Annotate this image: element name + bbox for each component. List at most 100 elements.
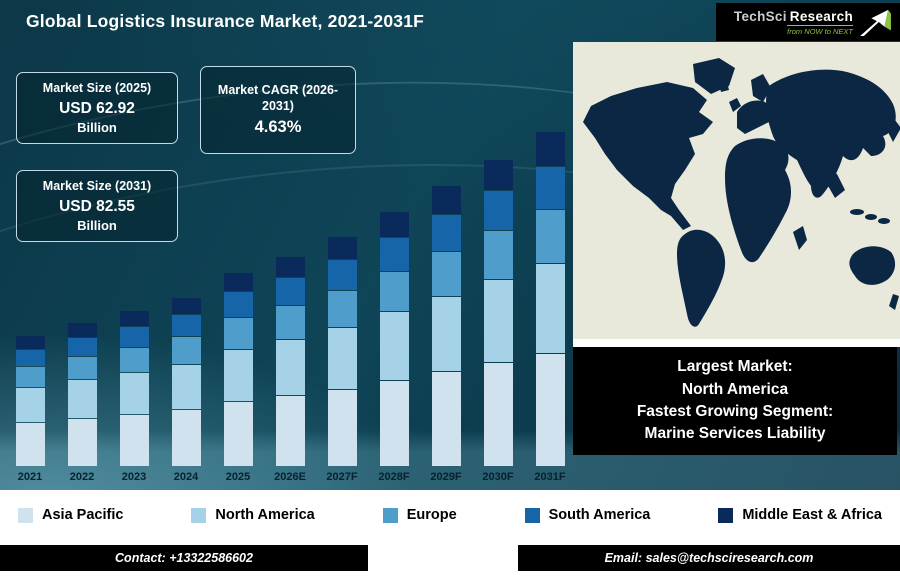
bar-segment-asia-pacific xyxy=(223,401,253,466)
stat-market-size-2025: Market Size (2025) USD 62.92 Billion xyxy=(16,72,178,144)
legend-swatch xyxy=(191,507,207,523)
bar-segment-south-america xyxy=(535,166,565,210)
stat-market-size-2031: Market Size (2031) USD 82.55 Billion xyxy=(16,170,178,242)
bar-stack xyxy=(67,323,97,466)
legend-item-middle-east-africa: Middle East & Africa xyxy=(718,507,882,523)
bar-segment-north-america xyxy=(535,263,565,353)
note-line: Marine Services Liability xyxy=(644,425,826,443)
bar-stack xyxy=(483,159,513,466)
bar-label: 2023 xyxy=(121,471,147,483)
bar-segment-south-america xyxy=(431,214,461,251)
bar-segment-europe xyxy=(67,357,97,380)
bar-column: 2028F xyxy=(376,211,412,484)
legend-item-south-america: South America xyxy=(524,507,651,523)
bar-label: 2021 xyxy=(17,471,43,483)
note-line: Largest Market: xyxy=(677,358,793,376)
chart-stage: Global Logistics Insurance Market, 2021-… xyxy=(0,0,900,490)
stat-label: Market Size (2031) xyxy=(42,178,152,193)
bar-segment-asia-pacific xyxy=(483,363,513,466)
bar-segment-south-america xyxy=(67,338,97,357)
bar-column: 2024 xyxy=(168,297,204,484)
contact-box: Contact: +13322586602 xyxy=(0,545,368,571)
bar-segment-south-america xyxy=(275,278,305,306)
bar-segment-europe xyxy=(275,306,305,339)
legend-label: Asia Pacific xyxy=(42,507,124,523)
legend-label: South America xyxy=(548,507,651,523)
bar-segment-middle-east-africa xyxy=(119,311,149,327)
stat-unit: Billion xyxy=(77,218,117,234)
bar-stack xyxy=(171,297,201,466)
bar-segment-south-america xyxy=(379,237,409,271)
bar-label: 2028F xyxy=(378,471,410,483)
logo-brand-research: Research xyxy=(789,8,853,24)
bar-segment-north-america xyxy=(223,349,253,401)
stat-market-cagr: Market CAGR (2026-2031) 4.63% xyxy=(200,66,356,154)
bar-segment-asia-pacific xyxy=(15,423,45,466)
legend-label: Middle East & Africa xyxy=(742,507,882,523)
bar-segment-europe xyxy=(379,271,409,312)
bar-segment-middle-east-africa xyxy=(223,272,253,292)
bar-column: 2021 xyxy=(12,336,48,484)
bar-column: 2026E xyxy=(272,256,308,484)
bar-segment-europe xyxy=(431,251,461,296)
bar-segment-asia-pacific xyxy=(119,414,149,466)
bar-column: 2030F xyxy=(480,159,516,484)
bar-segment-north-america xyxy=(275,339,305,396)
bar-segment-south-america xyxy=(327,260,357,290)
bar-segment-south-america xyxy=(483,190,513,230)
legend-swatch xyxy=(18,507,33,523)
email-box: Email: sales@techsciresearch.com xyxy=(518,545,900,571)
bar-segment-middle-east-africa xyxy=(15,336,45,349)
bar-segment-middle-east-africa xyxy=(171,297,201,315)
bar-segment-middle-east-africa xyxy=(431,186,461,214)
bar-stack xyxy=(535,132,565,466)
bar-segment-middle-east-africa xyxy=(275,256,305,278)
bar-segment-asia-pacific xyxy=(171,410,201,466)
legend-label: Europe xyxy=(406,507,457,523)
bar-segment-middle-east-africa xyxy=(67,323,97,338)
logo-text: TechSci Research from NOW to NEXT xyxy=(734,9,853,36)
legend-swatch xyxy=(524,507,540,523)
bar-segment-middle-east-africa xyxy=(327,236,357,260)
bar-segment-north-america xyxy=(379,312,409,380)
stat-unit: Billion xyxy=(77,120,117,136)
logo-brand-tech: TechSci xyxy=(733,8,787,24)
bar-segment-asia-pacific xyxy=(379,381,409,466)
bar-segment-middle-east-africa xyxy=(535,132,565,166)
footer: Contact: +13322586602 Email: sales@techs… xyxy=(0,540,900,576)
legend-label: North America xyxy=(215,507,315,523)
legend-swatch xyxy=(718,507,734,523)
map-frame-gap xyxy=(573,339,900,347)
world-map-image xyxy=(573,42,900,339)
bar-segment-europe xyxy=(171,337,201,364)
bar-segment-europe xyxy=(15,367,45,388)
bar-segment-north-america xyxy=(327,327,357,389)
bar-segment-south-america xyxy=(15,349,45,367)
bar-stack xyxy=(379,211,409,466)
stat-value: USD 82.55 xyxy=(59,198,135,216)
bar-segment-middle-east-africa xyxy=(379,211,409,237)
bar-segment-north-america xyxy=(119,373,149,414)
bar-segment-asia-pacific xyxy=(327,389,357,466)
legend-item-north-america: North America xyxy=(191,507,315,523)
bar-column: 2022 xyxy=(64,323,100,484)
bar-segment-asia-pacific xyxy=(535,353,565,466)
bar-segment-europe xyxy=(223,318,253,349)
legend: Asia Pacific North America Europe South Ame… xyxy=(0,490,900,540)
bar-segment-north-america xyxy=(431,296,461,372)
stat-label: Market Size (2025) xyxy=(42,80,152,95)
email-text: Email: sales@techsciresearch.com xyxy=(604,551,814,565)
bar-column: 2029F xyxy=(428,186,464,484)
legend-swatch xyxy=(382,507,398,523)
contact-text: Contact: +13322586602 xyxy=(115,551,253,565)
bar-column: 2025 xyxy=(220,272,256,484)
page-title: Global Logistics Insurance Market, 2021-… xyxy=(26,11,425,31)
bar-stack xyxy=(15,336,45,466)
bar-label: 2022 xyxy=(69,471,95,483)
world-map xyxy=(573,42,900,339)
bar-label: 2026E xyxy=(274,471,306,483)
bar-segment-middle-east-africa xyxy=(483,159,513,190)
bar-label: 2030F xyxy=(482,471,514,483)
bar-segment-north-america xyxy=(171,364,201,410)
